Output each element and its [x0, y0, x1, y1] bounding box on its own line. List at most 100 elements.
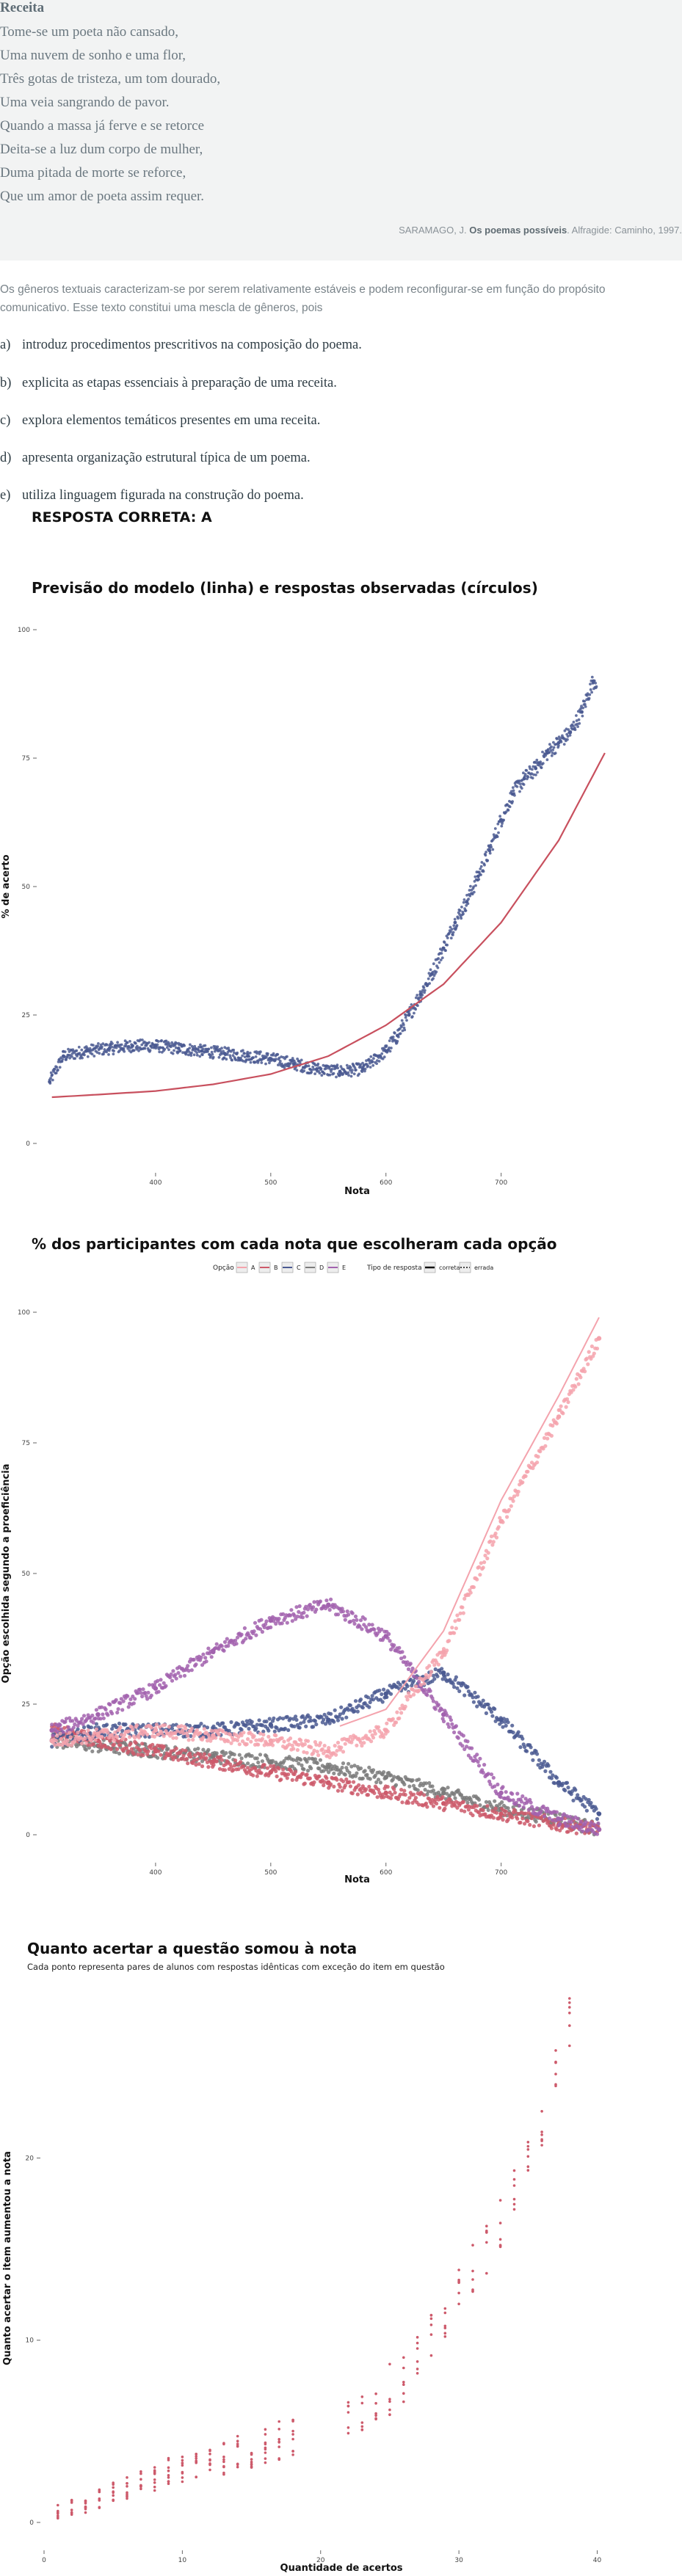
observed-point [530, 772, 534, 775]
series-e-point [126, 1694, 130, 1698]
option-a[interactable]: a) introduz procedimentos prescritivos na… [0, 338, 362, 353]
series-c-point [579, 1798, 584, 1802]
pair-point [568, 2012, 571, 2015]
series-a-point [49, 1738, 54, 1743]
option-letter: e) [0, 488, 11, 503]
observed-point [507, 809, 510, 812]
series-b-point [277, 1767, 281, 1771]
series-c-point [294, 1717, 299, 1722]
series-a-point [485, 1556, 490, 1561]
observed-point [355, 1069, 358, 1071]
pair-point [554, 2084, 557, 2087]
series-b-point [466, 1808, 471, 1812]
series-c-point [529, 1745, 533, 1750]
series-b-point [104, 1744, 108, 1749]
observed-point [73, 1057, 77, 1060]
observed-point [176, 1047, 181, 1050]
x-tick-label: 400 [149, 1179, 162, 1187]
observed-point [518, 782, 522, 785]
option-c[interactable]: c) explora elementos temáticos presentes … [0, 413, 320, 429]
series-a-point [75, 1734, 79, 1739]
pair-point [236, 2434, 239, 2438]
pair-point [139, 2470, 142, 2473]
observed-point [349, 1066, 352, 1069]
observed-point [126, 1041, 129, 1044]
poem-box: Receita Tome-se um poeta não cansado, Um… [0, 0, 682, 261]
series-e-point [460, 1744, 465, 1748]
series-e-point [295, 1615, 300, 1619]
observed-point [432, 962, 435, 966]
observed-point [312, 1068, 316, 1071]
observed-point [385, 1044, 388, 1047]
series-d-point [453, 1796, 457, 1800]
series-c-point [246, 1722, 250, 1726]
observed-point [313, 1063, 317, 1067]
pair-point [70, 2508, 73, 2511]
pair-point [126, 2482, 128, 2485]
observed-point [462, 898, 466, 901]
observed-point [450, 928, 454, 931]
observed-point [439, 958, 443, 961]
series-e-point [392, 1643, 396, 1648]
x-tick-label: 10 [178, 2557, 187, 2564]
series-e-point [153, 1686, 159, 1691]
observed-point [217, 1055, 221, 1059]
series-a-point [355, 1743, 359, 1747]
series-a-point [348, 1734, 352, 1739]
observed-point [295, 1069, 299, 1072]
series-a-point [174, 1736, 178, 1740]
series-e-point [63, 1720, 68, 1724]
option-d[interactable]: d) apresenta organização estrutural típic… [0, 451, 311, 466]
series-b-point [178, 1750, 183, 1755]
series-a-point [327, 1755, 332, 1760]
observed-point [58, 1066, 62, 1069]
series-a-point [134, 1723, 139, 1728]
option-e[interactable]: e) utiliza linguagem figurada na construç… [0, 488, 304, 503]
observed-point [536, 771, 539, 774]
series-a-point [256, 1742, 261, 1747]
series-b-point [400, 1800, 405, 1805]
chart2-title: % dos participantes com cada nota que es… [32, 1235, 557, 1253]
series-e-point [61, 1730, 65, 1734]
pair-point [264, 2448, 267, 2451]
series-b-point [62, 1725, 67, 1731]
series-a-point [201, 1735, 206, 1739]
observed-point [440, 956, 444, 959]
pair-point [443, 2307, 447, 2310]
pair-point [195, 2475, 198, 2478]
series-b-point [355, 1792, 360, 1797]
observed-point [550, 754, 554, 757]
series-c-point [332, 1720, 336, 1724]
series-c-point [380, 1700, 385, 1704]
series-c-point [465, 1684, 470, 1689]
observed-point [199, 1043, 202, 1047]
legend-label-errada: errada [474, 1265, 493, 1271]
pair-point [471, 2278, 474, 2281]
series-c-point [50, 1744, 54, 1749]
series-e-point [114, 1698, 118, 1702]
series-e-point [478, 1756, 482, 1761]
series-a-point [520, 1480, 525, 1485]
series-c-point [566, 1786, 570, 1790]
series-d-point [318, 1758, 322, 1762]
pair-point [347, 2431, 350, 2435]
series-b-point [375, 1795, 380, 1800]
series-b-point [441, 1801, 446, 1806]
series-e-point [120, 1708, 125, 1712]
pair-point [250, 2462, 253, 2466]
observed-point [190, 1051, 193, 1055]
series-e-point [461, 1733, 465, 1738]
series-c-point [382, 1687, 386, 1692]
option-b[interactable]: b) explicita as etapas essenciais à prepa… [0, 376, 337, 391]
series-c-point [380, 1692, 384, 1697]
series-e-point [128, 1697, 133, 1701]
series-c-point [360, 1706, 365, 1710]
series-e-point [584, 1820, 588, 1824]
series-d-point [302, 1767, 306, 1772]
series-e-point [49, 1728, 54, 1733]
series-b-point [475, 1804, 479, 1808]
pair-point [374, 2401, 377, 2405]
series-a-point [475, 1577, 479, 1582]
observed-point [479, 865, 483, 868]
series-e-point [285, 1620, 289, 1625]
